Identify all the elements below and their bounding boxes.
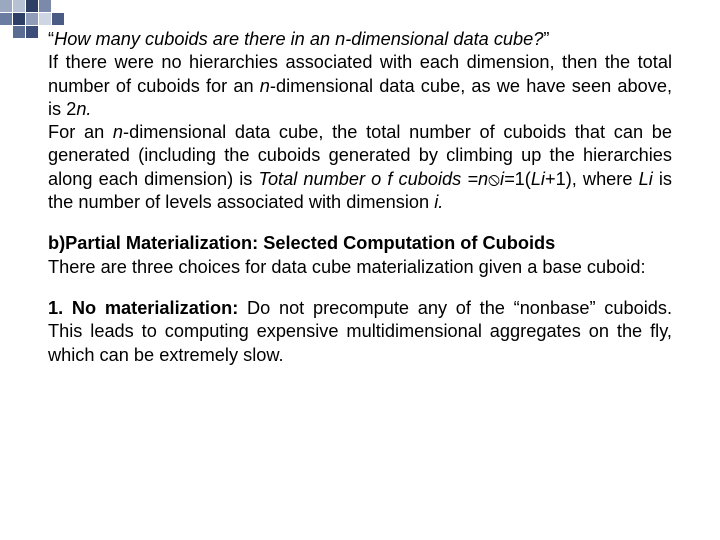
deco-square (26, 26, 38, 38)
sentence-2l: i. (434, 192, 443, 212)
deco-square (52, 13, 64, 25)
sentence-2f: i= (500, 169, 515, 189)
sentence-2b: n (113, 122, 123, 142)
deco-square (65, 13, 77, 25)
deco-square (0, 13, 12, 25)
text-partial: There are three choices for data cube ma… (48, 257, 646, 277)
deco-square (13, 0, 25, 12)
sentence-1b: n (260, 76, 270, 96)
deco-square (13, 13, 25, 25)
deco-square (26, 0, 38, 12)
sentence-2g: 1( (515, 169, 531, 189)
sentence-2j: Li (639, 169, 653, 189)
heading-no-mat: 1. No materialization: (48, 298, 238, 318)
question-n: n-dimensional data cube? (335, 29, 543, 49)
deco-square (39, 13, 51, 25)
question-text: How many cuboids are there in an (54, 29, 335, 49)
deco-square (65, 0, 77, 12)
heading-partial: b)Partial Materialization: Selected Comp… (48, 233, 555, 253)
deco-square (52, 0, 64, 12)
slide-content: “How many cuboids are there in an n-dime… (48, 28, 672, 512)
quote-close: ” (543, 29, 549, 49)
sentence-2a: For an (48, 122, 113, 142)
paragraph-cuboids: “How many cuboids are there in an n-dime… (48, 28, 672, 214)
paragraph-no-materialization: 1. No materialization: Do not precompute… (48, 297, 672, 367)
product-symbol-icon: ⦸ (488, 169, 500, 189)
paragraph-partial-materialization: b)Partial Materialization: Selected Comp… (48, 232, 672, 279)
deco-square (0, 0, 12, 12)
sentence-2i: +1), where (545, 169, 639, 189)
deco-square (39, 0, 51, 12)
sentence-2d: Total number o f cuboids =n (259, 169, 489, 189)
deco-square (26, 13, 38, 25)
deco-square (13, 26, 25, 38)
deco-square (0, 26, 12, 38)
sentence-2h: Li (531, 169, 545, 189)
sentence-1d: n. (76, 99, 91, 119)
